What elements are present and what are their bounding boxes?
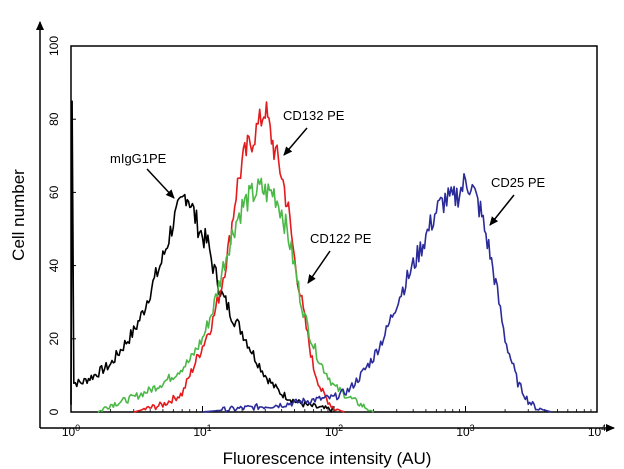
y-tick-label: 20	[47, 332, 61, 346]
series-line-mIgG1PE	[70, 100, 335, 413]
x-tick-label: 101	[193, 423, 211, 439]
series-line-CD25-PE	[202, 173, 552, 413]
annotation-CD132-label: CD132 PE	[283, 108, 345, 123]
y-tick-label: 60	[47, 185, 61, 199]
y-axis-ticks: 0 20 40 60 80 100	[47, 36, 76, 415]
annotation-mIgG1PE-label: mIgG1PE	[110, 151, 167, 166]
series-line-CD122-PE	[97, 177, 374, 413]
y-tick-label: 80	[47, 112, 61, 126]
x-axis-ticks: 100 101 102 103 104	[62, 406, 606, 439]
annotation-layer: mIgG1PE CD132 PE CD122 PE CD25 PE	[110, 108, 546, 284]
y-tick-label: 0	[47, 408, 61, 415]
annotation-CD25-label: CD25 PE	[491, 175, 546, 190]
plot-frame	[70, 45, 598, 413]
x-tick-label: 104	[588, 423, 606, 439]
annotation-CD122-arrow	[307, 250, 331, 284]
y-axis-title: Cell number	[9, 169, 28, 261]
x-tick-label: 100	[62, 423, 80, 439]
x-tick-label: 103	[456, 423, 474, 439]
series-line-CD132-PE	[133, 101, 345, 413]
annotation-mIgG1PE-arrow	[146, 168, 175, 199]
y-tick-label: 100	[47, 36, 61, 56]
series-layer	[70, 100, 552, 413]
annotation-CD122-label: CD122 PE	[310, 231, 372, 246]
annotation-CD132-arrow	[283, 127, 308, 156]
x-tick-label: 102	[325, 423, 343, 439]
annotation-CD25-arrow	[489, 194, 515, 226]
x-axis-title: Fluorescence intensity (AU)	[223, 449, 432, 468]
y-tick-label: 40	[47, 259, 61, 273]
